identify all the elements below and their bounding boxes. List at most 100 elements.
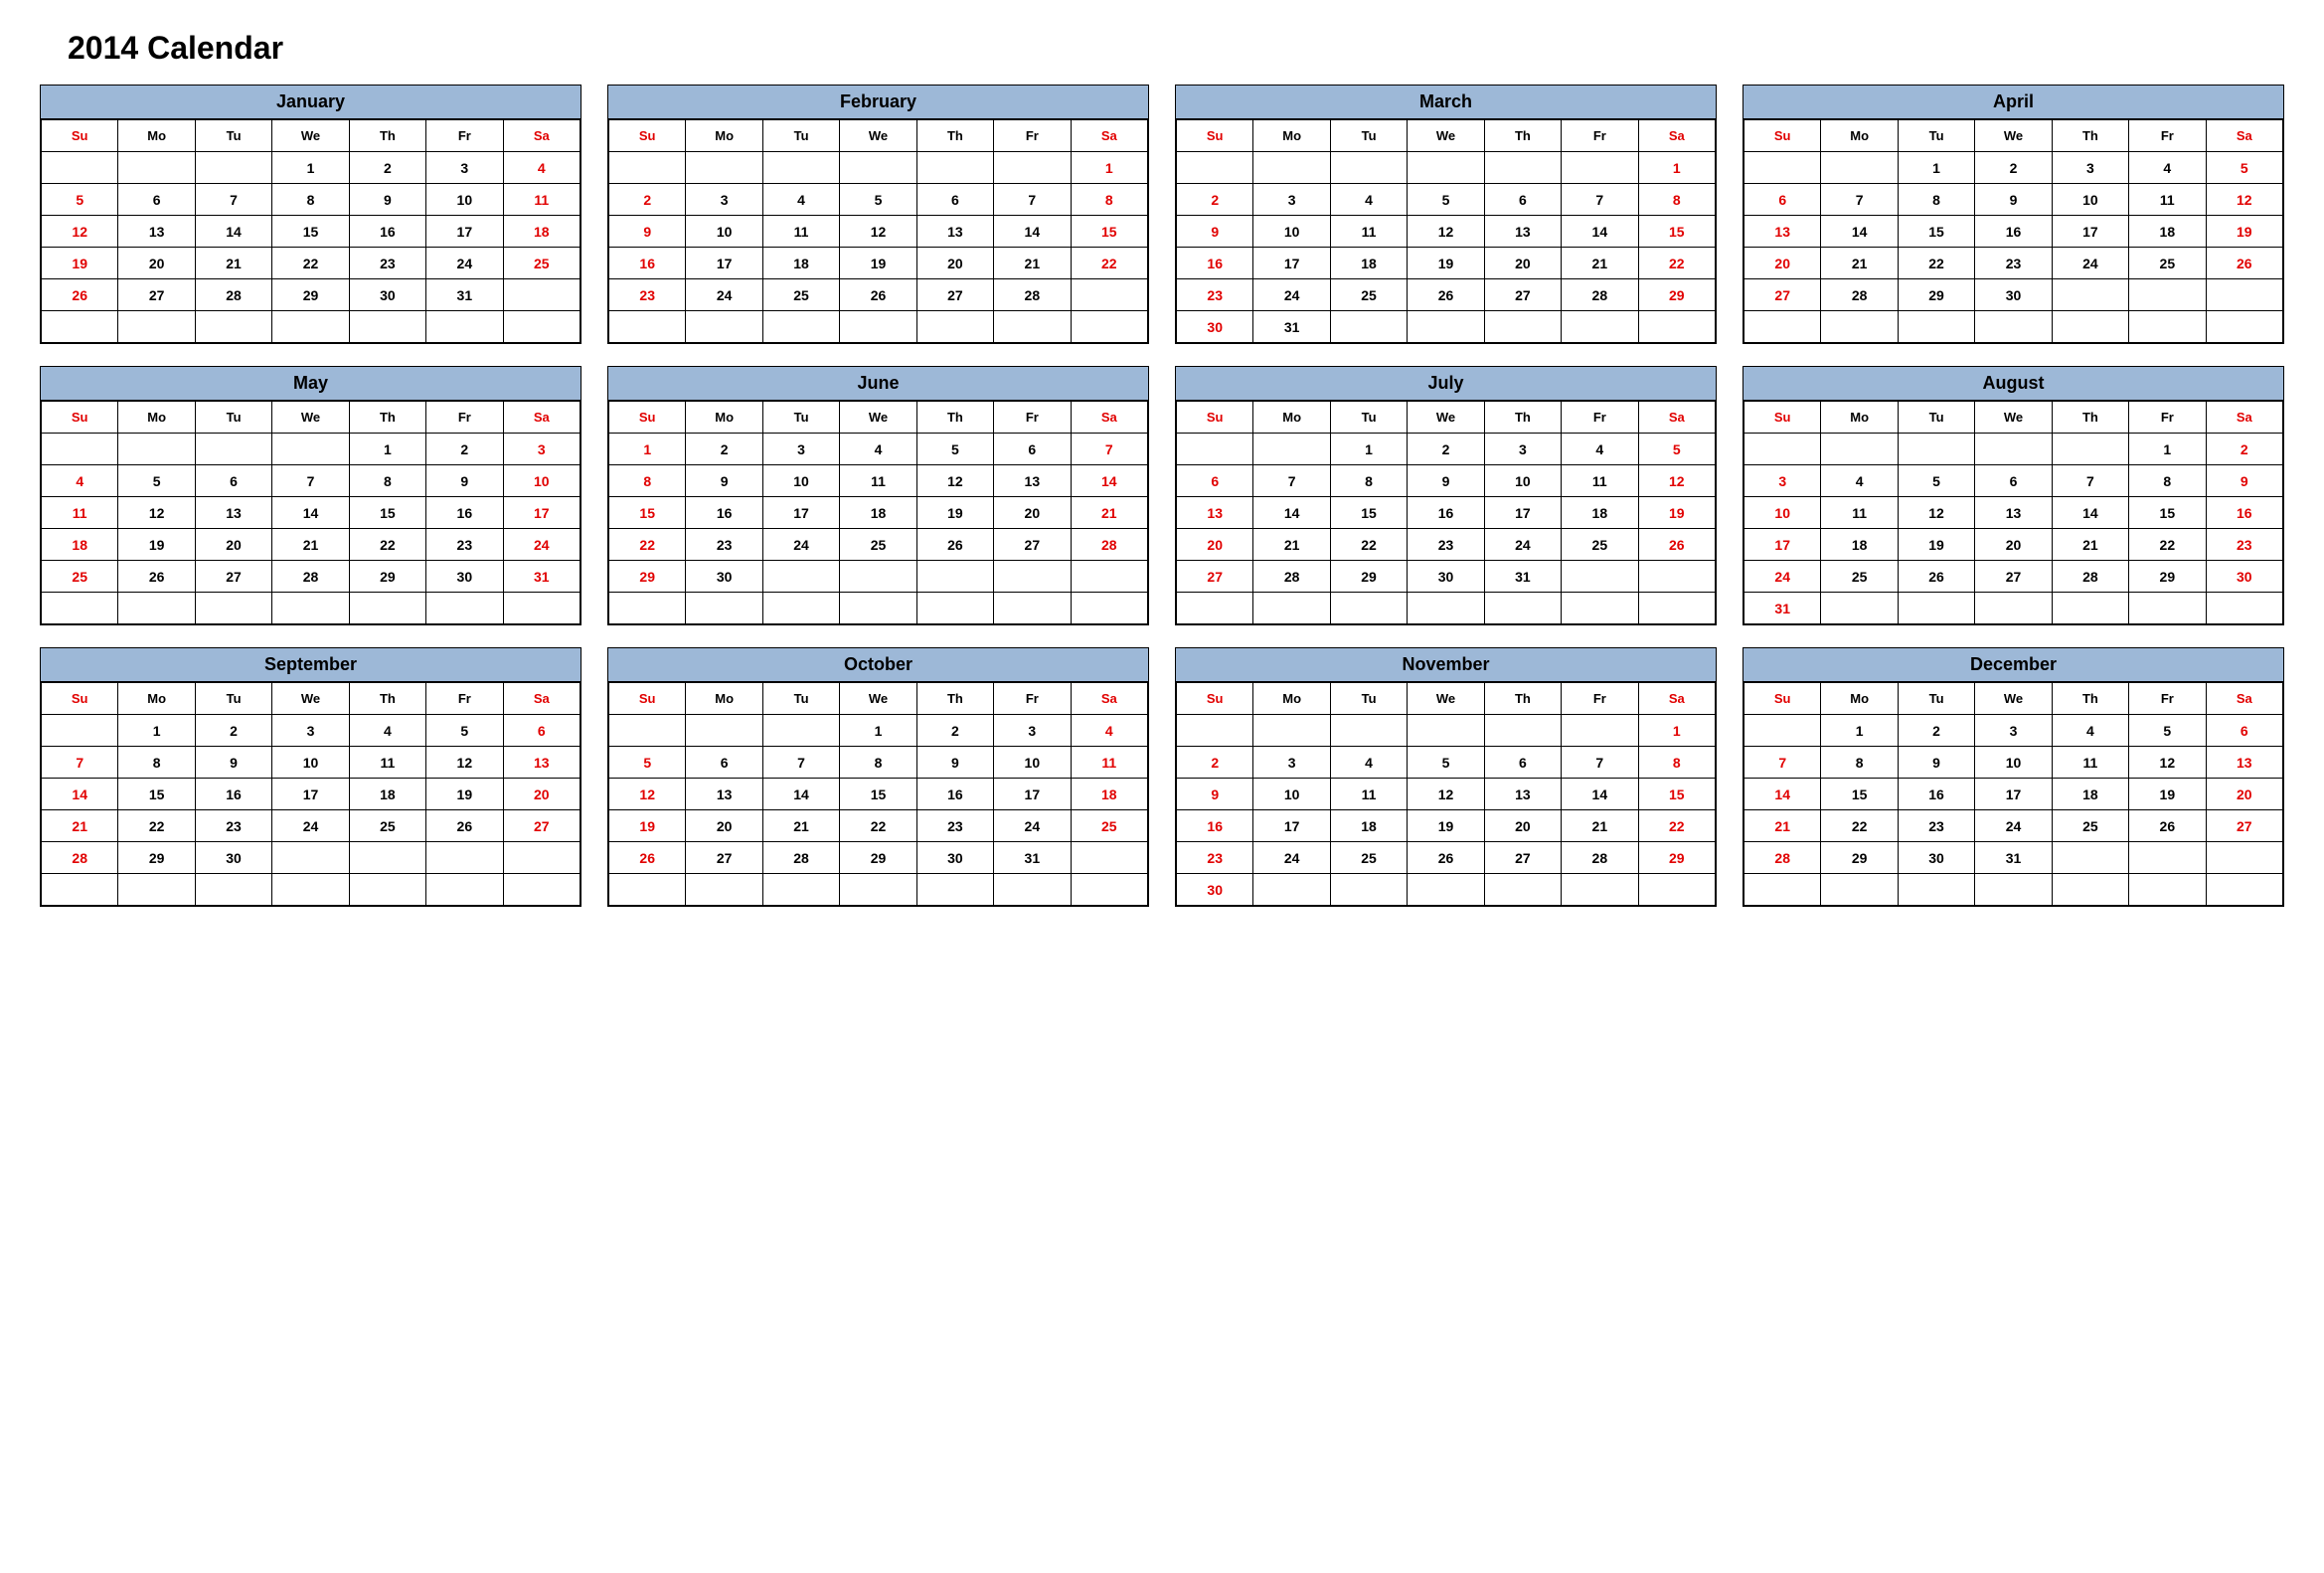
day-cell — [1071, 593, 1147, 624]
month-october: OctoberSuMoTuWeThFrSa 123456789101112131… — [607, 647, 1149, 907]
day-cell: 16 — [1898, 779, 1974, 810]
day-cell: 13 — [994, 465, 1071, 497]
day-cell: 6 — [1177, 465, 1253, 497]
week-row: 567891011 — [609, 747, 1148, 779]
month-header: December — [1743, 648, 2283, 682]
month-march: MarchSuMoTuWeThFrSa 12345678910111213141… — [1175, 85, 1717, 344]
day-cell — [1177, 715, 1253, 747]
day-header: Tu — [195, 120, 271, 152]
week-row: 11121314151617 — [42, 497, 581, 529]
month-header: November — [1176, 648, 1716, 682]
day-header: We — [272, 683, 349, 715]
day-cell: 7 — [1744, 747, 1821, 779]
day-cell: 21 — [2052, 529, 2128, 561]
day-cell: 8 — [1330, 465, 1407, 497]
week-row: 2345678 — [1177, 747, 1716, 779]
day-cell — [1744, 152, 1821, 184]
day-cell: 6 — [2206, 715, 2282, 747]
day-cell: 31 — [994, 842, 1071, 874]
day-cell — [762, 311, 839, 343]
week-row: 22232425262728 — [609, 529, 1148, 561]
day-cell: 11 — [2129, 184, 2206, 216]
month-december: DecemberSuMoTuWeThFrSa 12345678910111213… — [1743, 647, 2284, 907]
day-cell — [762, 874, 839, 906]
day-cell: 18 — [1330, 810, 1407, 842]
day-cell: 19 — [1408, 810, 1484, 842]
day-cell: 6 — [1484, 747, 1561, 779]
day-cell: 24 — [1744, 561, 1821, 593]
day-cell: 28 — [1071, 529, 1147, 561]
day-cell: 21 — [42, 810, 118, 842]
day-cell: 4 — [1330, 747, 1407, 779]
day-cell: 20 — [686, 810, 762, 842]
day-header: Tu — [762, 120, 839, 152]
day-header: Fr — [994, 120, 1071, 152]
day-cell: 7 — [1562, 184, 1638, 216]
day-cell: 21 — [1253, 529, 1330, 561]
day-cell: 1 — [840, 715, 916, 747]
day-cell — [195, 874, 271, 906]
day-cell — [1330, 311, 1407, 343]
day-cell: 12 — [2129, 747, 2206, 779]
day-cell — [42, 434, 118, 465]
day-cell: 9 — [1177, 779, 1253, 810]
day-header: Su — [1177, 402, 1253, 434]
day-cell: 28 — [994, 279, 1071, 311]
day-header: Mo — [118, 120, 195, 152]
day-cell: 6 — [195, 465, 271, 497]
day-cell — [1898, 874, 1974, 906]
day-cell: 14 — [1253, 497, 1330, 529]
month-header: October — [608, 648, 1148, 682]
week-row: 78910111213 — [1744, 747, 2283, 779]
day-cell: 15 — [1898, 216, 1974, 248]
day-cell: 24 — [426, 248, 503, 279]
day-cell — [1408, 593, 1484, 624]
day-cell: 3 — [762, 434, 839, 465]
day-cell — [1253, 434, 1330, 465]
week-row: 14151617181920 — [42, 779, 581, 810]
day-header: Mo — [1253, 120, 1330, 152]
day-cell: 26 — [2206, 248, 2282, 279]
day-cell: 1 — [2129, 434, 2206, 465]
day-cell — [272, 874, 349, 906]
day-header: Su — [42, 402, 118, 434]
month-may: MaySuMoTuWeThFrSa 1234567891011121314151… — [40, 366, 581, 625]
day-cell: 8 — [840, 747, 916, 779]
week-row: 28293031 — [1744, 842, 2283, 874]
day-cell: 14 — [1071, 465, 1147, 497]
day-cell: 3 — [426, 152, 503, 184]
day-cell: 31 — [1744, 593, 1821, 624]
day-cell: 11 — [1330, 779, 1407, 810]
day-header: Fr — [2129, 120, 2206, 152]
day-cell — [272, 434, 349, 465]
week-row: 19202122232425 — [609, 810, 1148, 842]
day-cell: 5 — [916, 434, 993, 465]
day-cell: 17 — [272, 779, 349, 810]
day-cell: 10 — [762, 465, 839, 497]
week-row — [1177, 593, 1716, 624]
day-header: Th — [916, 402, 993, 434]
day-cell: 2 — [2206, 434, 2282, 465]
day-cell: 12 — [609, 779, 686, 810]
day-cell: 29 — [609, 561, 686, 593]
week-row — [42, 874, 581, 906]
day-cell: 20 — [1975, 529, 2052, 561]
day-cell: 24 — [1253, 279, 1330, 311]
day-cell: 27 — [1744, 279, 1821, 311]
day-header: Fr — [426, 402, 503, 434]
day-cell — [609, 311, 686, 343]
day-cell: 27 — [1975, 561, 2052, 593]
day-cell: 30 — [195, 842, 271, 874]
day-header: Tu — [1898, 402, 1974, 434]
day-cell — [2052, 593, 2128, 624]
day-cell: 21 — [1562, 810, 1638, 842]
day-cell — [118, 874, 195, 906]
day-cell: 17 — [426, 216, 503, 248]
day-cell — [118, 311, 195, 343]
day-cell: 11 — [1821, 497, 1898, 529]
day-header: Su — [1177, 120, 1253, 152]
day-cell: 13 — [195, 497, 271, 529]
day-cell — [349, 874, 425, 906]
day-header: Tu — [762, 683, 839, 715]
day-cell: 14 — [1562, 216, 1638, 248]
